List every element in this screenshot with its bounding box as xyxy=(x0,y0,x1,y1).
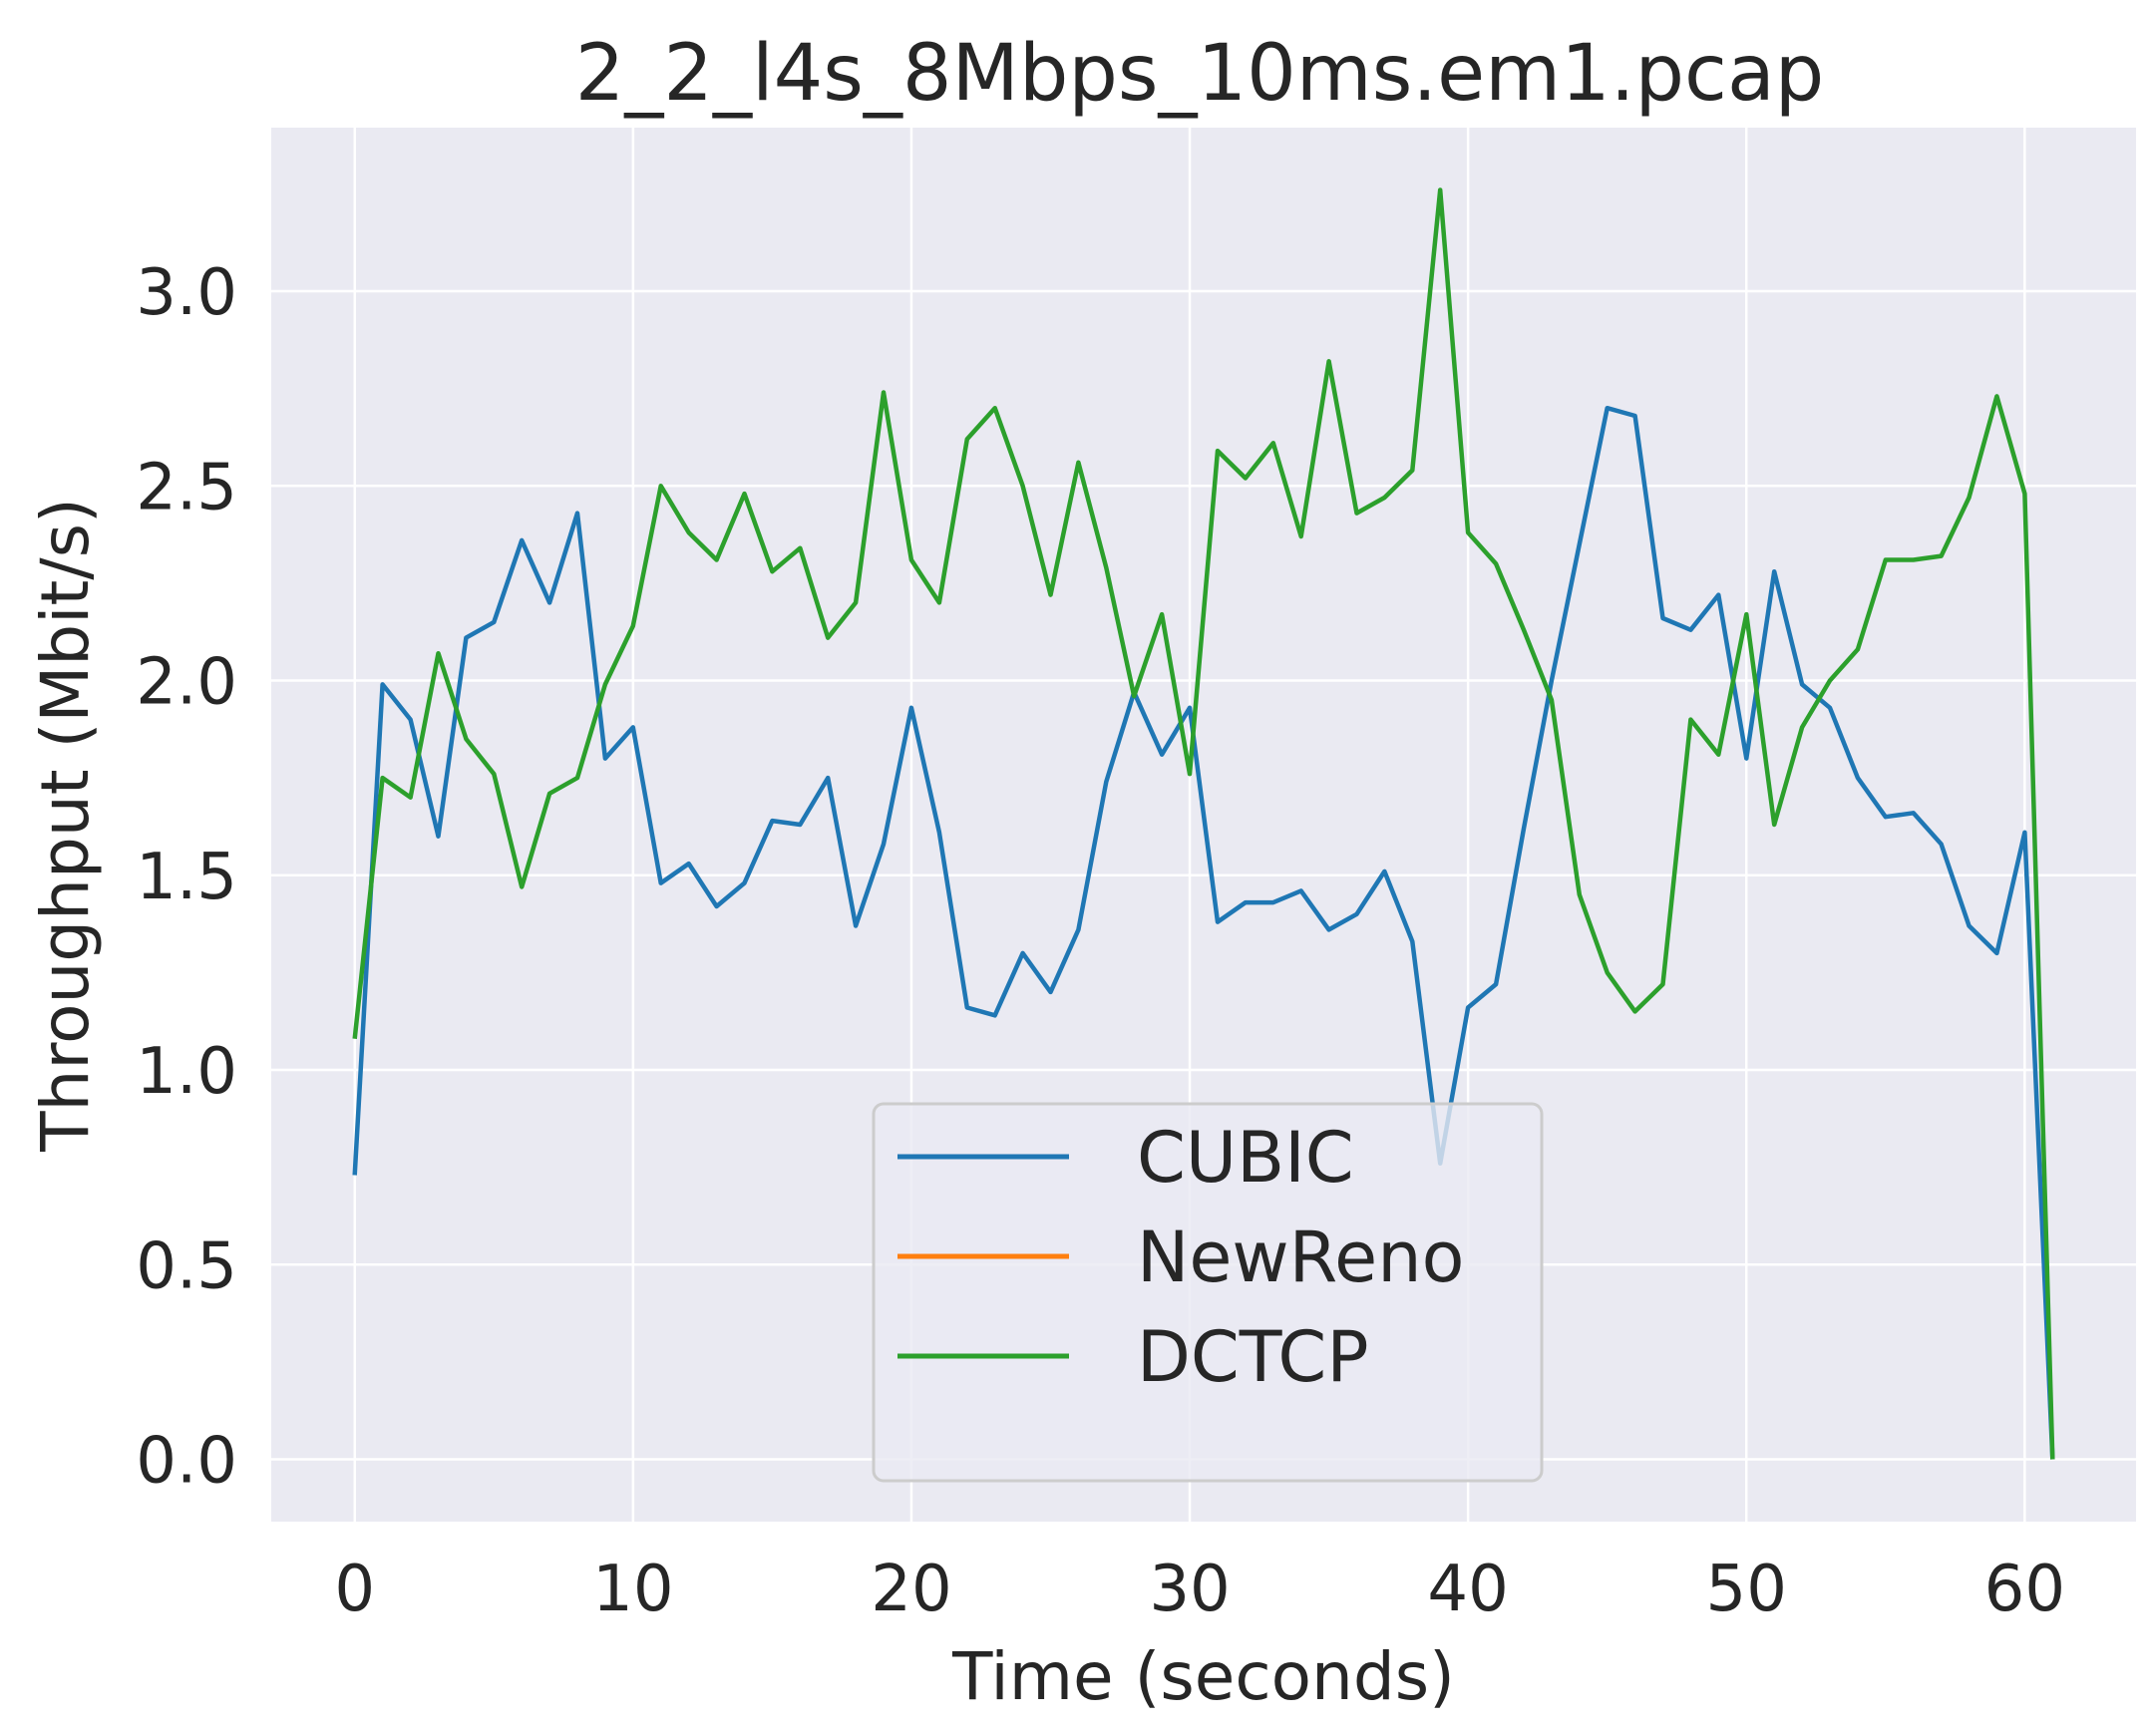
x-axis-label: Time (seconds) xyxy=(951,1638,1455,1715)
x-tick-label: 10 xyxy=(592,1553,673,1626)
y-tick-label: 0.5 xyxy=(136,1229,237,1303)
y-tick-label: 1.0 xyxy=(136,1035,237,1109)
y-tick-label: 0.0 xyxy=(136,1425,237,1499)
y-tick-label: 2.5 xyxy=(136,451,237,524)
grid-lines xyxy=(271,128,2136,1522)
x-tick-label: 30 xyxy=(1149,1553,1230,1626)
legend-label-newreno: NewReno xyxy=(1137,1216,1464,1298)
y-axis-label: Throughput (Mbit/s) xyxy=(27,498,104,1153)
x-tick-label: 50 xyxy=(1706,1553,1787,1626)
series-line-cubic xyxy=(352,405,2055,1460)
y-tick-label: 1.5 xyxy=(136,841,237,914)
legend-label-dctcp: DCTCP xyxy=(1137,1316,1369,1398)
x-tick-label: 40 xyxy=(1427,1553,1508,1626)
x-tick-label: 60 xyxy=(1984,1553,2065,1626)
x-tick-label: 20 xyxy=(871,1553,951,1626)
legend-box xyxy=(872,1102,1544,1483)
x-tick-labels: 0 10 20 30 40 50 60 xyxy=(334,1553,2065,1626)
legend-label-cubic: CUBIC xyxy=(1137,1117,1354,1199)
y-tick-label: 2.0 xyxy=(136,646,237,720)
chart-title: 2_2_l4s_8Mbps_10ms.em1.pcap xyxy=(575,29,1825,119)
series-lines xyxy=(352,187,2055,1460)
y-tick-label: 3.0 xyxy=(136,256,237,330)
legend: CUBIC NewReno DCTCP xyxy=(872,1102,1544,1483)
x-tick-label: 0 xyxy=(334,1553,375,1626)
y-tick-labels: 0.0 0.5 1.0 1.5 2.0 2.5 3.0 xyxy=(136,256,237,1499)
series-line-dctcp xyxy=(352,187,2055,1460)
